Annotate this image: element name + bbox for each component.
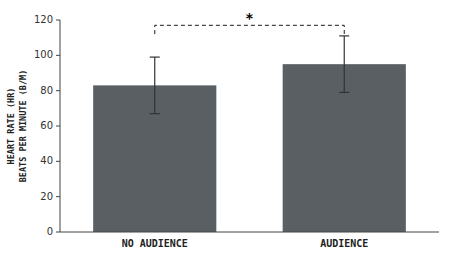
y-tick [56,126,60,127]
error-bar [339,36,349,93]
y-tick [56,232,60,233]
error-bar [150,57,160,114]
y-tick [56,90,60,91]
x-tick-label: AUDIENCE [320,238,368,249]
y-axis-label-line: HEART RATE (HR) [6,88,16,165]
y-tick [56,55,60,56]
y-tick-label: 0 [47,226,53,237]
significance-bracket [155,25,345,34]
y-tick-label: 20 [40,191,53,202]
y-tick [56,161,60,162]
y-axis-line [60,20,61,232]
y-axis: 0 20 40 60 80 100 120 [34,14,60,237]
x-axis-line [60,232,439,233]
y-tick-label: 80 [40,85,53,96]
x-tick-label: NO AUDIENCE [122,238,188,249]
significance-label: * [246,10,254,26]
y-tick [56,20,60,21]
y-tick-label: 60 [40,120,53,131]
y-axis-label-line: BEATS PER MINUTE (B/M) [18,70,28,183]
chart-container: 0 20 40 60 80 100 120 HEART RATE (HR)BEATS PER … [0,0,451,258]
y-axis-label: HEART RATE (HR)BEATS PER MINUTE (B/M) [6,70,28,183]
chart: 0 20 40 60 80 100 120 HEART RATE (HR)BEATS PER … [0,0,451,258]
y-tick [56,196,60,197]
y-tick-label: 40 [40,155,53,166]
y-tick-label: 120 [34,14,53,25]
y-tick-label: 100 [34,49,53,60]
plot-area [93,36,406,232]
x-axis: NO AUDIENCE AUDIENCE [60,232,439,249]
